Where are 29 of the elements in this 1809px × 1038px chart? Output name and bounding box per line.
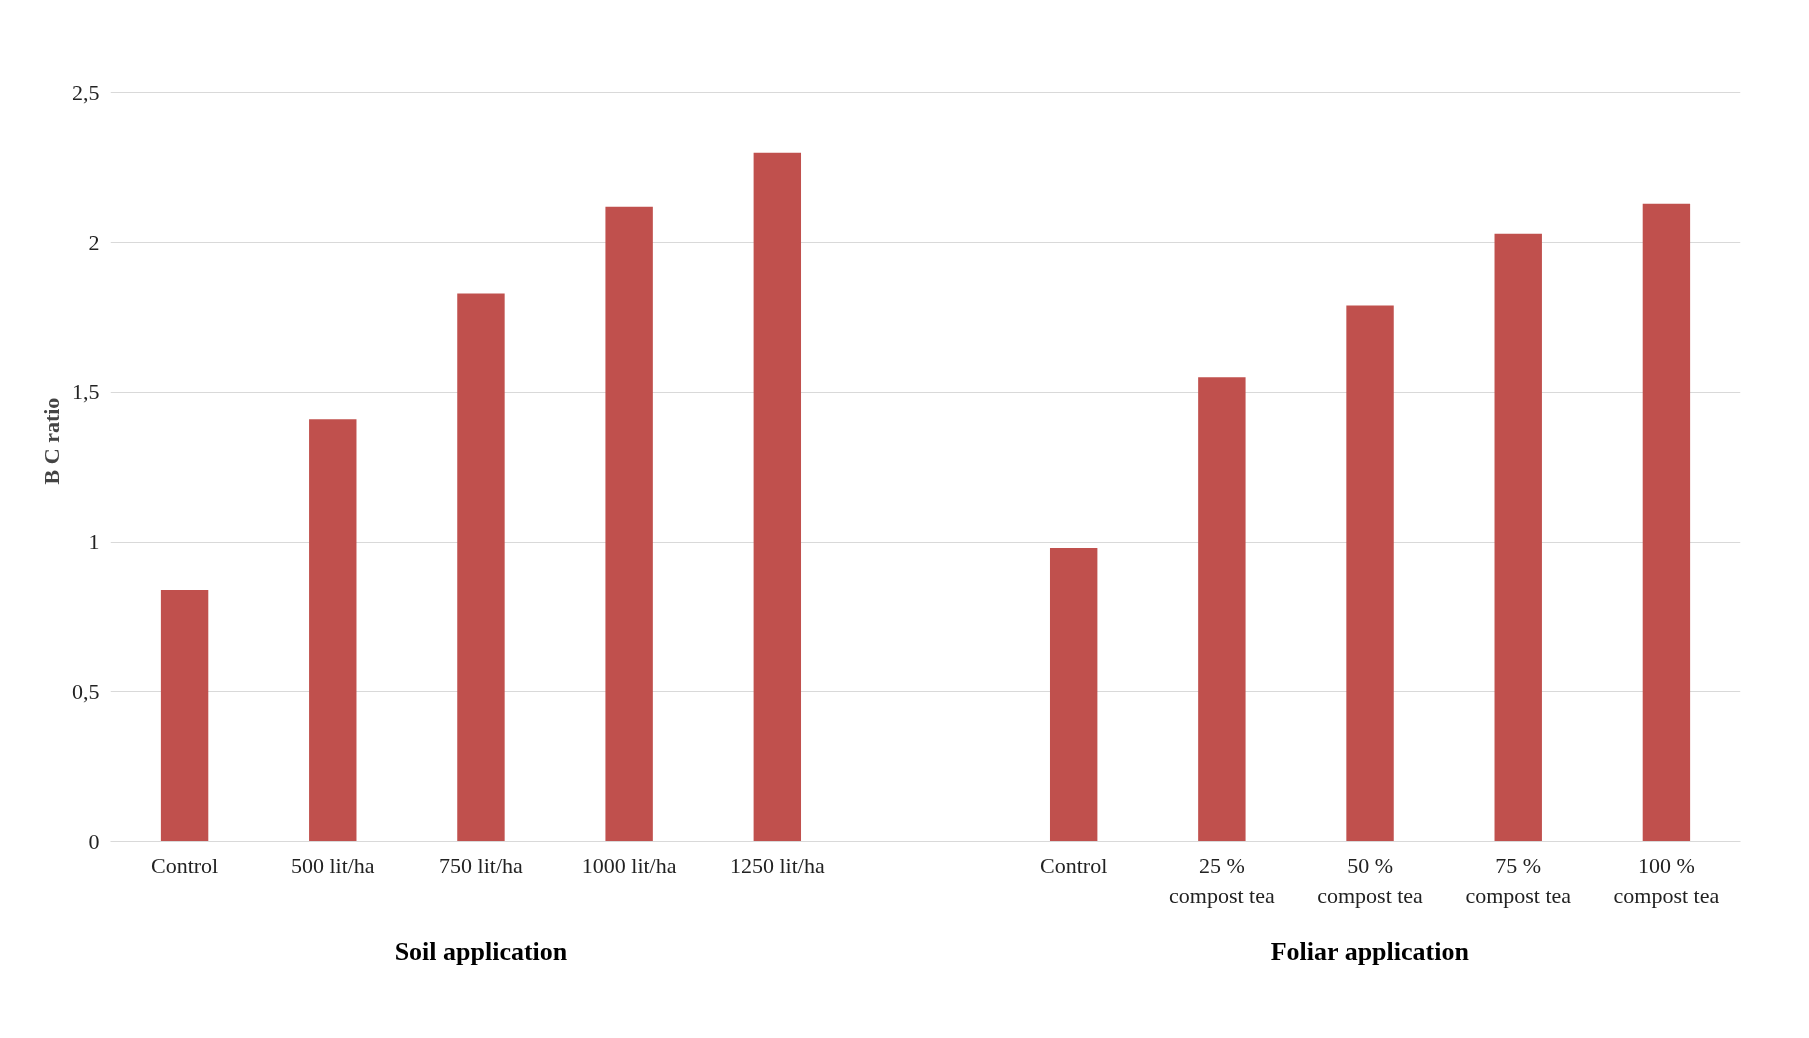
- bar: [605, 206, 653, 842]
- y-tick-label: 2,5: [72, 79, 100, 105]
- y-tick-label: 2: [88, 229, 100, 255]
- bar: [160, 589, 209, 842]
- x-tick-label: Control: [1040, 852, 1108, 878]
- text: Foliar application: [1270, 936, 1470, 966]
- text: Soil application: [394, 936, 568, 966]
- y-axis-title: B C ratio: [39, 397, 64, 485]
- x-tick-label: 100 % compost tea: [1613, 852, 1720, 908]
- y-tick-label: 0: [88, 828, 100, 854]
- x-tick-label: 750 lit/ha: [439, 852, 524, 878]
- bar: [1346, 305, 1394, 842]
- bar: [753, 152, 802, 842]
- bar: [457, 293, 505, 842]
- x-tick-label: 1000 lit/ha: [581, 852, 677, 878]
- bar: [1494, 233, 1542, 842]
- x-tick-label: 500 lit/ha: [290, 852, 375, 878]
- y-tick-label: 1,5: [72, 379, 100, 405]
- y-tick-label: 0,5: [72, 678, 100, 704]
- y-tick-label: 1: [88, 529, 100, 555]
- bar: [1198, 377, 1246, 842]
- x-tick-label: Control: [150, 852, 219, 878]
- x-tick-label: 25 % compost tea: [1169, 852, 1275, 908]
- x-tick-label: 50 % compost tea: [1317, 852, 1424, 908]
- x-tick-label: 75 % compost tea: [1465, 852, 1572, 908]
- x-tick-label: 1250 lit/ha: [729, 852, 825, 878]
- bar: [1049, 548, 1098, 842]
- bar: [1642, 203, 1691, 842]
- bar: [309, 419, 357, 842]
